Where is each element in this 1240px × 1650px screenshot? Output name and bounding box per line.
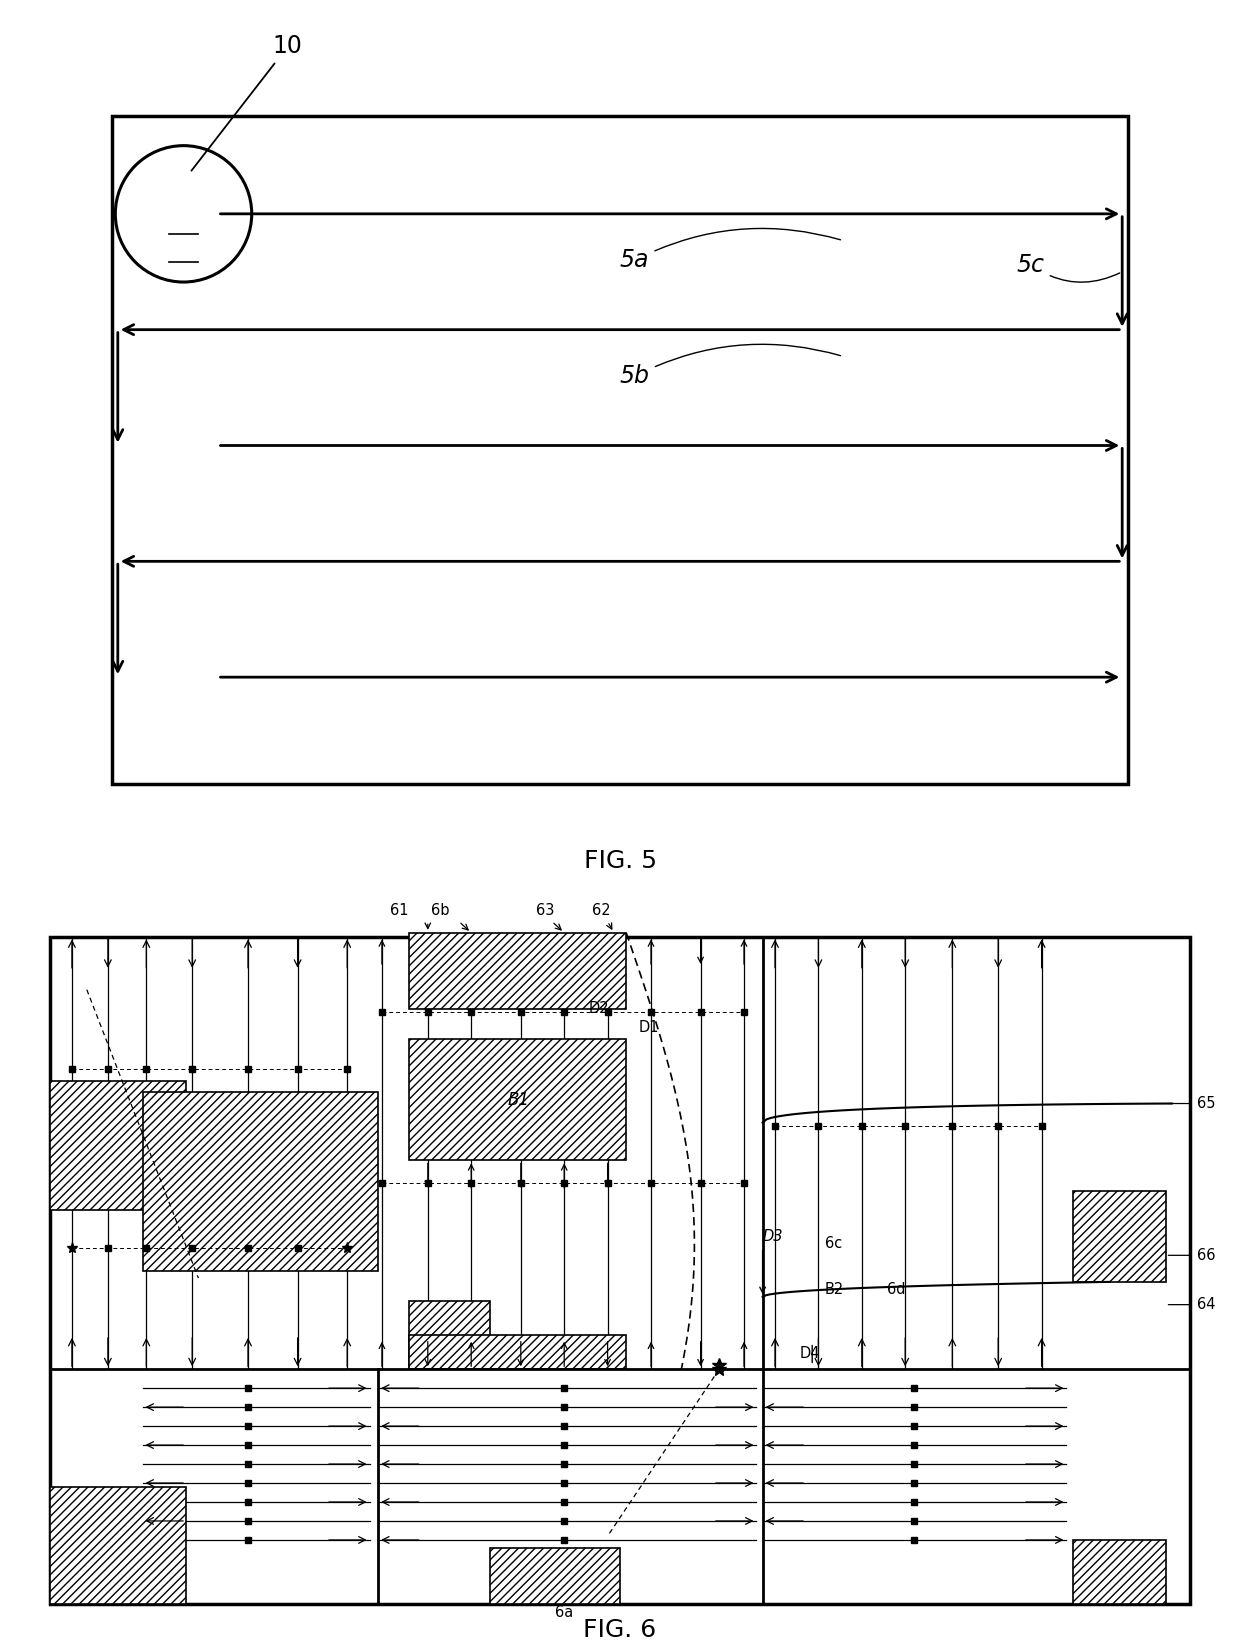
Text: 10: 10 bbox=[191, 35, 303, 170]
Bar bbox=[1073, 1539, 1166, 1604]
Bar bbox=[50, 1081, 186, 1209]
Text: 6a: 6a bbox=[556, 1605, 573, 1620]
Text: 6c: 6c bbox=[825, 1236, 842, 1251]
Text: 65: 65 bbox=[1197, 1096, 1215, 1110]
Bar bbox=[50, 1487, 186, 1604]
Text: B2: B2 bbox=[825, 1282, 844, 1297]
Text: B1: B1 bbox=[507, 1091, 529, 1109]
Bar bbox=[409, 1300, 490, 1370]
Bar bbox=[409, 1335, 626, 1370]
Text: 61: 61 bbox=[391, 903, 408, 917]
Text: D4: D4 bbox=[800, 1346, 821, 1361]
Text: D3: D3 bbox=[763, 1229, 784, 1244]
Text: 5a: 5a bbox=[620, 228, 841, 272]
Text: 5b: 5b bbox=[620, 345, 841, 388]
Text: 62: 62 bbox=[591, 903, 611, 917]
Text: FIG. 5: FIG. 5 bbox=[584, 850, 656, 873]
Text: 63: 63 bbox=[537, 903, 554, 917]
Text: FIG. 6: FIG. 6 bbox=[583, 1619, 657, 1642]
Bar bbox=[409, 932, 626, 1008]
Text: 6b: 6b bbox=[432, 903, 449, 917]
Bar bbox=[490, 1548, 620, 1604]
Bar bbox=[50, 937, 1190, 1604]
Text: 64: 64 bbox=[1197, 1297, 1215, 1312]
Text: D1: D1 bbox=[639, 1020, 660, 1035]
Text: 66: 66 bbox=[1197, 1247, 1215, 1262]
Bar bbox=[112, 116, 1128, 784]
Bar bbox=[409, 1040, 626, 1160]
Text: 5c: 5c bbox=[1017, 252, 1120, 282]
Bar bbox=[143, 1092, 378, 1270]
Text: 6d: 6d bbox=[887, 1282, 905, 1297]
Bar bbox=[1073, 1191, 1166, 1282]
Text: D2: D2 bbox=[589, 1002, 610, 1016]
